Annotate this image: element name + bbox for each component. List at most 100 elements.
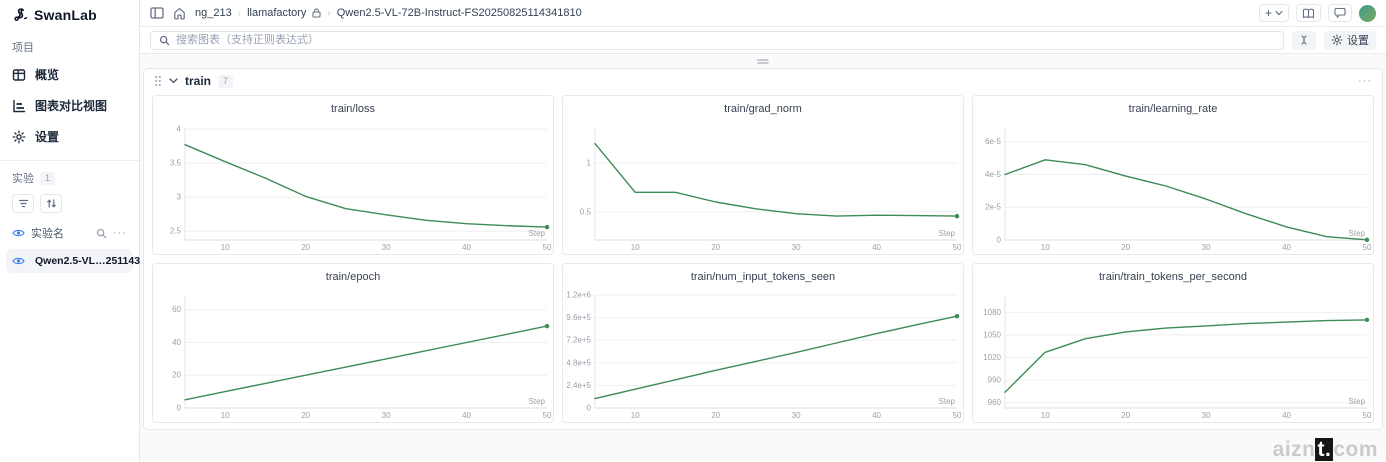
chart-title: train/num_input_tokens_seen xyxy=(690,271,836,283)
chart-plot: 0 2e-5 4e-5 6e-5 10 20 30 40 50 Step xyxy=(985,127,1372,252)
group-count-badge: 7 xyxy=(218,74,234,88)
svg-text:3: 3 xyxy=(177,193,182,202)
home-icon[interactable] xyxy=(173,7,186,20)
svg-text:10: 10 xyxy=(221,411,230,420)
svg-text:4.8e+5: 4.8e+5 xyxy=(566,358,591,367)
svg-text:40: 40 xyxy=(872,411,881,420)
feedback-icon xyxy=(1334,7,1346,19)
more-icon[interactable]: ··· xyxy=(113,227,127,239)
svg-text:30: 30 xyxy=(382,243,391,252)
svg-text:4: 4 xyxy=(177,125,182,134)
resize-handle-icon[interactable] xyxy=(757,58,769,65)
svg-text:20: 20 xyxy=(711,243,720,252)
settings-button[interactable]: 设置 xyxy=(1324,30,1376,50)
breadcrumb-project[interactable]: llamafactory xyxy=(247,7,307,19)
brand[interactable]: SwanLab xyxy=(0,0,139,29)
docs-button[interactable] xyxy=(1296,4,1321,22)
svg-text:40: 40 xyxy=(1282,243,1291,252)
svg-text:Step: Step xyxy=(939,397,956,406)
svg-text:Step: Step xyxy=(1349,229,1366,238)
feedback-button[interactable] xyxy=(1328,4,1352,22)
chart-card[interactable]: train/train_tokens_per_second 960 990 1020 1… xyxy=(972,263,1374,423)
group-name[interactable]: train xyxy=(185,74,212,88)
experiment-row[interactable]: Qwen2.5-VL…25114341810 xyxy=(6,249,169,273)
svg-text:30: 30 xyxy=(382,411,391,420)
svg-text:20: 20 xyxy=(1121,411,1130,420)
sidebar-item-label: 图表对比视图 xyxy=(35,99,108,113)
experiment-section-header: 实验 1 xyxy=(0,161,139,190)
eye-icon[interactable] xyxy=(12,256,25,266)
topbar: ng_213 › llamafactory › Qwen2.5-VL-72B-I… xyxy=(140,0,1386,27)
svg-text:6e-5: 6e-5 xyxy=(985,137,1002,146)
svg-text:60: 60 xyxy=(172,305,181,314)
svg-text:20: 20 xyxy=(172,371,181,380)
svg-text:4e-5: 4e-5 xyxy=(985,170,1002,179)
svg-text:20: 20 xyxy=(1121,243,1130,252)
svg-text:1080: 1080 xyxy=(983,308,1001,317)
eye-icon[interactable] xyxy=(12,228,25,238)
new-button[interactable]: + xyxy=(1258,4,1289,22)
group-more-icon[interactable]: ··· xyxy=(1358,75,1372,87)
search-icon[interactable] xyxy=(96,228,107,239)
chevron-down-icon[interactable] xyxy=(169,78,178,84)
book-icon xyxy=(1302,8,1315,19)
svg-text:10: 10 xyxy=(1041,243,1050,252)
settings-button-label: 设置 xyxy=(1347,35,1369,47)
gear-icon xyxy=(12,130,26,144)
svg-text:0.5: 0.5 xyxy=(580,207,592,216)
chevron-right-icon: › xyxy=(327,7,331,19)
chart-plot: 0 2.4e+5 4.8e+5 7.2e+5 9.6e+5 1.2e+6 10 20 30 40 5… xyxy=(566,291,962,421)
svg-text:Step: Step xyxy=(939,229,956,238)
svg-text:Step: Step xyxy=(529,229,546,238)
collapse-all-button[interactable] xyxy=(1292,30,1316,50)
chart-search-box[interactable] xyxy=(150,30,1284,50)
svg-text:1: 1 xyxy=(587,159,592,168)
chevron-right-icon: › xyxy=(237,7,242,19)
plus-icon: + xyxy=(1264,6,1272,20)
sidebar-item-label: 概览 xyxy=(35,68,60,82)
svg-text:7.2e+5: 7.2e+5 xyxy=(566,336,591,345)
experiment-name: Qwen2.5-VL…25114341810 xyxy=(35,255,170,267)
charts-grid: train/loss 2.5 3 3.5 4 10 20 30 40 50 Step train/gr… xyxy=(144,93,1382,429)
svg-text:50: 50 xyxy=(543,411,552,420)
chart-search-input[interactable] xyxy=(176,34,1275,46)
sidebar-item-settings[interactable]: 设置 xyxy=(0,121,139,152)
svg-text:2.4e+5: 2.4e+5 xyxy=(566,381,591,390)
chart-card[interactable]: train/epoch 0 20 40 60 10 20 30 40 50 Step xyxy=(152,263,554,423)
svg-text:40: 40 xyxy=(1282,411,1291,420)
breadcrumb-workspace[interactable]: ng_213 xyxy=(195,7,232,19)
avatar[interactable] xyxy=(1359,4,1376,22)
breadcrumb-experiment[interactable]: Qwen2.5-VL-72B-Instruct-FS20250825114341… xyxy=(336,7,582,19)
svg-text:0: 0 xyxy=(587,404,592,413)
watermark: aiznt.com xyxy=(1272,438,1378,461)
svg-text:10: 10 xyxy=(631,411,640,420)
svg-text:3.5: 3.5 xyxy=(170,159,182,168)
sidebar-item-overview[interactable]: 概览 xyxy=(0,59,139,90)
chart-compare-icon xyxy=(12,99,26,113)
sidebar-item-chart-compare[interactable]: 图表对比视图 xyxy=(0,90,139,121)
svg-text:30: 30 xyxy=(792,411,801,420)
project-section-label: 项目 xyxy=(12,42,34,54)
chart-card[interactable]: train/loss 2.5 3 3.5 4 10 20 30 40 50 Step xyxy=(152,95,554,255)
chart-title: train/learning_rate xyxy=(1128,103,1218,115)
chart-card[interactable]: train/num_input_tokens_seen 0 2.4e+5 4.8e+5… xyxy=(562,263,964,423)
svg-text:1020: 1020 xyxy=(983,353,1001,362)
drag-handle-icon[interactable] xyxy=(154,75,162,87)
svg-text:50: 50 xyxy=(953,411,962,420)
svg-text:50: 50 xyxy=(1363,411,1372,420)
filter-button[interactable] xyxy=(12,194,34,213)
svg-text:960: 960 xyxy=(988,398,1002,407)
svg-text:20: 20 xyxy=(301,411,310,420)
chart-card[interactable]: train/learning_rate 0 2e-5 4e-5 6e-5 10 20 30 40… xyxy=(972,95,1374,255)
experiment-name-column-label: 实验名 xyxy=(31,228,64,240)
sidebar-toggle-icon[interactable] xyxy=(150,7,164,19)
chart-title: train/train_tokens_per_second xyxy=(1099,271,1247,283)
svg-text:50: 50 xyxy=(543,243,552,252)
experiment-list-header: 实验名 ··· xyxy=(0,217,139,247)
sort-button[interactable] xyxy=(40,194,62,213)
chart-card[interactable]: train/grad_norm 0.5 1 10 20 30 40 50 Step xyxy=(562,95,964,255)
swanlab-logo-icon xyxy=(12,7,28,23)
svg-text:40: 40 xyxy=(172,338,181,347)
chart-plot: 0.5 1 10 20 30 40 50 Step xyxy=(580,127,962,252)
